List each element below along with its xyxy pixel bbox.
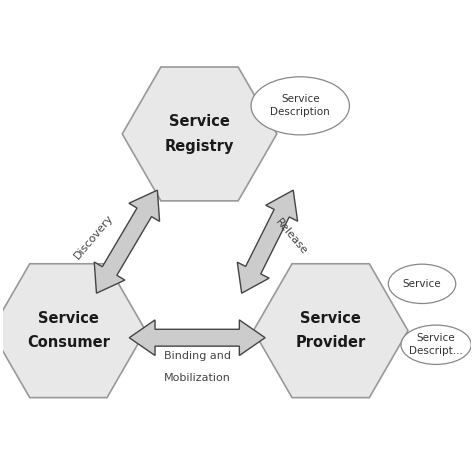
- Ellipse shape: [388, 264, 456, 303]
- Polygon shape: [129, 320, 265, 356]
- Text: Service
Description: Service Description: [270, 94, 330, 118]
- Ellipse shape: [401, 325, 471, 365]
- Text: Service
Descript...: Service Descript...: [409, 333, 463, 356]
- Polygon shape: [0, 264, 146, 398]
- Text: Service
Provider: Service Provider: [296, 311, 366, 350]
- Text: Service
Consumer: Service Consumer: [27, 311, 110, 350]
- Ellipse shape: [251, 77, 349, 135]
- Polygon shape: [254, 264, 408, 398]
- Text: Release: Release: [273, 217, 309, 257]
- Text: Service
Registry: Service Registry: [165, 114, 234, 154]
- Text: Binding and: Binding and: [164, 351, 231, 362]
- Text: Service: Service: [403, 279, 441, 289]
- Polygon shape: [122, 67, 277, 201]
- Text: Discovery: Discovery: [73, 213, 116, 261]
- Polygon shape: [237, 190, 298, 293]
- Text: Mobilization: Mobilization: [164, 373, 231, 383]
- Polygon shape: [94, 190, 160, 293]
